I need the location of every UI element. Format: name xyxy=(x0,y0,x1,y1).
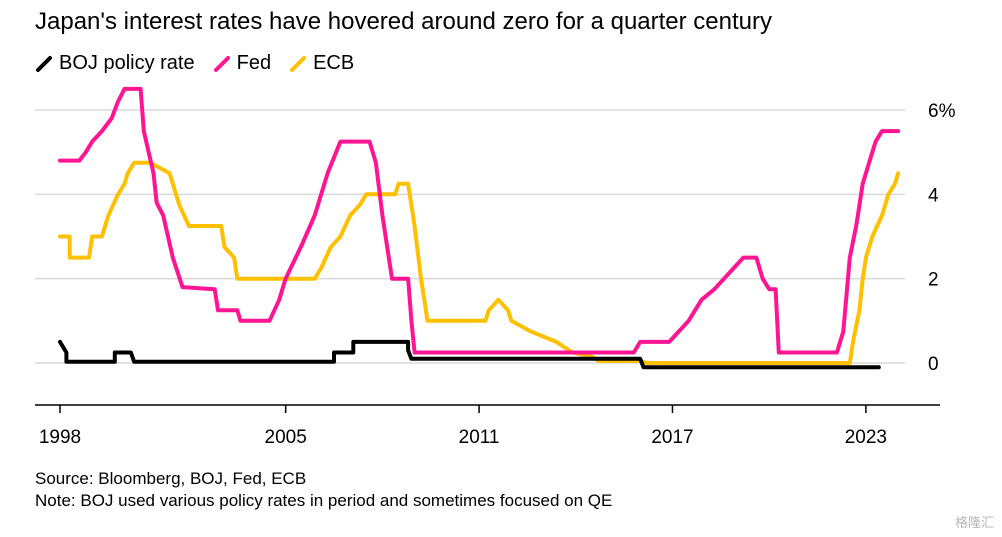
y-tick-label-4: 4 xyxy=(928,185,939,206)
note-text: Note: BOJ used various policy rates in p… xyxy=(35,491,613,510)
chart-title: Japan's interest rates have hovered arou… xyxy=(35,8,773,35)
legend: BOJ policy rate Fed ECB xyxy=(35,52,354,75)
legend-swatch-boj xyxy=(36,55,52,72)
x-tick-label-2023: 2023 xyxy=(845,427,887,448)
x-tick-label-1998: 1998 xyxy=(39,427,81,448)
y-tick-label-0: 0 xyxy=(928,354,939,375)
source-text: Source: Bloomberg, BOJ, Fed, ECB xyxy=(35,469,307,488)
legend-swatch-ecb xyxy=(290,55,307,72)
watermark: 格隆汇 xyxy=(954,515,994,530)
y-tick-label-2: 2 xyxy=(928,270,939,291)
legend-swatch-fed xyxy=(213,55,230,72)
series-fed-line xyxy=(58,86,901,355)
legend-label-ecb: ECB xyxy=(313,52,355,74)
y-tick-label-6: 6% xyxy=(928,101,956,122)
legend-label-boj: BOJ policy rate xyxy=(59,52,195,74)
source-notes: Source: Bloomberg, BOJ, Fed, ECB Note: B… xyxy=(35,468,612,512)
series-boj-line xyxy=(58,339,881,370)
legend-item-fed: Fed xyxy=(213,52,271,75)
legend-item-boj: BOJ policy rate xyxy=(35,52,195,75)
x-tick-label-2011: 2011 xyxy=(459,427,500,448)
legend-item-ecb: ECB xyxy=(289,52,354,75)
x-tick-label-2017: 2017 xyxy=(651,427,693,448)
series-ecb-line xyxy=(58,160,901,365)
legend-label-fed: Fed xyxy=(236,52,272,74)
x-tick-label-2005: 2005 xyxy=(265,427,307,448)
